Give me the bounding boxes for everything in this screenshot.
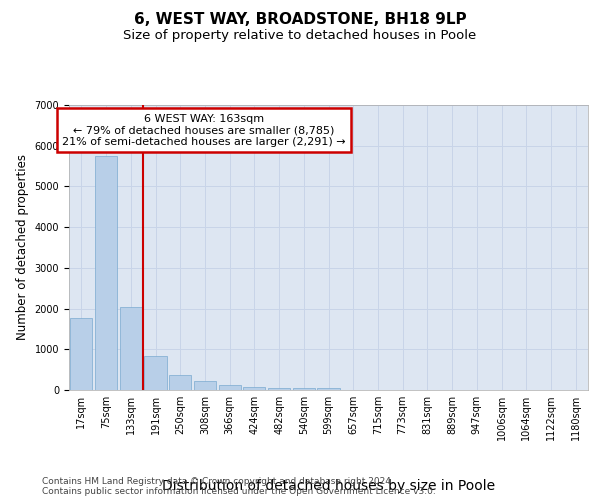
Bar xyxy=(293,388,315,390)
Bar xyxy=(194,380,216,390)
Bar xyxy=(95,156,117,390)
Bar xyxy=(317,388,340,390)
Bar xyxy=(70,318,92,390)
Text: 6, WEST WAY, BROADSTONE, BH18 9LP: 6, WEST WAY, BROADSTONE, BH18 9LP xyxy=(134,12,466,28)
Bar xyxy=(169,375,191,390)
Bar xyxy=(243,386,265,390)
Text: Contains public sector information licensed under the Open Government Licence v3: Contains public sector information licen… xyxy=(42,487,436,496)
Text: Size of property relative to detached houses in Poole: Size of property relative to detached ho… xyxy=(124,28,476,42)
Bar xyxy=(268,388,290,390)
X-axis label: Distribution of detached houses by size in Poole: Distribution of detached houses by size … xyxy=(162,479,495,493)
Bar xyxy=(119,306,142,390)
Y-axis label: Number of detached properties: Number of detached properties xyxy=(16,154,29,340)
Bar xyxy=(218,384,241,390)
Bar xyxy=(145,356,167,390)
Text: Contains HM Land Registry data © Crown copyright and database right 2024.: Contains HM Land Registry data © Crown c… xyxy=(42,477,394,486)
Text: 6 WEST WAY: 163sqm
← 79% of detached houses are smaller (8,785)
21% of semi-deta: 6 WEST WAY: 163sqm ← 79% of detached hou… xyxy=(62,114,346,147)
